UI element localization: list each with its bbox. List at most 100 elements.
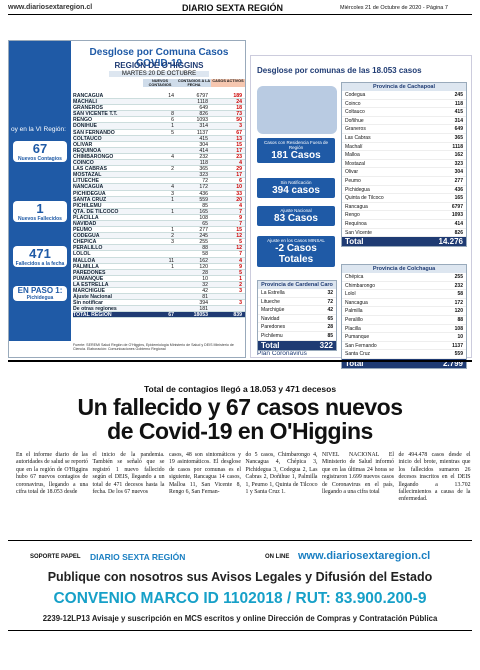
box-value: -2 Casos Totales	[275, 243, 317, 265]
comuna: Chimbarongo	[345, 282, 376, 289]
cases: 304	[454, 169, 463, 176]
map	[257, 86, 337, 134]
cell-total: 649	[199, 105, 208, 111]
box-label: Casos con Residencia Fuera de Región	[263, 140, 329, 150]
cell-total: 1118	[197, 99, 208, 105]
cell-comuna: PICHIDEGUA	[73, 190, 106, 196]
cell-activos: 3	[239, 300, 242, 306]
cell-nuevos: 11	[168, 257, 174, 263]
province-row: Pichilemu 85	[258, 332, 336, 341]
column-header: CONTAGIOS A LA FECHA	[177, 79, 211, 87]
cell-comuna: PERALILLO	[73, 245, 103, 251]
cell-nuevos: 1	[171, 208, 174, 214]
cases: 32	[327, 290, 333, 296]
cases: 232	[454, 282, 463, 289]
province-row: Rancagua 6797	[342, 203, 466, 212]
cell-activos: 7	[239, 251, 242, 257]
province-row: San Vicente 826	[342, 229, 466, 238]
cell-activos: 5	[239, 239, 242, 245]
cell-total: 165	[199, 208, 208, 214]
table-row: LA ESTRELLA 32 2	[73, 281, 245, 288]
cell-nuevos	[143, 288, 177, 293]
cell-nuevos	[143, 178, 177, 183]
province-row: Quinta de Tilcoco 165	[342, 194, 466, 203]
cases: 649	[454, 126, 463, 133]
cell-total: 245	[199, 233, 208, 239]
rule	[8, 14, 472, 15]
rule	[8, 360, 472, 362]
cell-total: 58	[202, 251, 208, 257]
stat-value: EN PASO 1:	[17, 286, 63, 295]
cell-nuevos: 2	[171, 233, 174, 239]
cell-activos: 4	[239, 160, 242, 166]
cases: 42	[327, 307, 333, 314]
box-label: Ajuste en los Casos MINSAL	[267, 238, 325, 243]
cell-total: 81	[202, 294, 208, 300]
table-row: Sin notificar 394 3	[73, 300, 245, 307]
province-name: Provincia de Cardenal Caro	[258, 281, 336, 289]
stat-value: 1	[36, 201, 44, 216]
table-header: NUEVOS CONTAGIOS CONTAGIOS A LA FECHA CASO…	[143, 79, 245, 87]
cell-activos: 5	[239, 269, 242, 275]
region: REGIÓN DE O'HIGGINS	[114, 61, 204, 70]
cell-comuna: MOSTAZAL	[73, 172, 102, 178]
table-row: PLACILLA 108 9	[73, 215, 245, 221]
cell-nuevos	[143, 251, 177, 256]
cell-activos: 50	[236, 117, 242, 123]
comuna: Pichilemu	[261, 332, 283, 339]
cases: 1093	[451, 212, 463, 219]
province-row: Mostazal 323	[342, 160, 466, 169]
cell-nuevos	[143, 136, 177, 141]
comuna: Peumo	[345, 177, 361, 184]
cell-nuevos: 6	[171, 117, 174, 123]
cell-comuna: SANTA CRUZ	[73, 196, 107, 202]
cell-total: 162	[199, 257, 208, 263]
comuna: Coinco	[345, 100, 361, 107]
cell-comuna: RANCAGUA	[73, 93, 104, 99]
cell-activos: 23	[236, 153, 242, 160]
province-row: Chépica 255	[342, 273, 466, 282]
table-row: MACHALI 1118 24	[73, 99, 245, 106]
cell-total: 559	[199, 196, 208, 202]
comuna: Marchigüe	[261, 307, 285, 314]
cell-activos: 73	[236, 111, 242, 117]
cases: 172	[454, 299, 463, 306]
cell-nuevos	[143, 282, 177, 287]
comuna: Peralillo	[345, 316, 363, 323]
cell-nuevos	[143, 294, 177, 299]
table-row: TOTAL REGIÓN 67 18053 839	[73, 312, 245, 319]
cell-total: 18053	[193, 312, 208, 318]
province-row: Coinco 118	[342, 100, 466, 109]
cell-total: 365	[199, 166, 208, 172]
cell-nuevos	[143, 172, 177, 177]
cases: 314	[454, 117, 463, 124]
cell-activos	[211, 294, 245, 299]
stat-bubble: 1 Nuevos Fallecidos	[13, 201, 67, 222]
comuna: La Estrella	[261, 290, 285, 296]
cell-nuevos: 67	[168, 312, 174, 318]
cell-activos: 10	[236, 184, 242, 190]
ad-line2: CONVENIO MARCO ID 1102018 / RUT: 83.900.…	[53, 590, 427, 607]
total-label: Total	[345, 358, 364, 368]
cell-comuna: SAN FERNANDO	[73, 129, 115, 135]
total-label: Total	[345, 237, 364, 247]
province-name: Provincia de Colchagua	[342, 265, 466, 273]
province-row: Codegua 245	[342, 91, 466, 100]
summary-box: Casos con Residencia Fuera de Región 181 …	[257, 138, 335, 163]
ad-line1: Publique con nosotros sus Avisos Legales…	[47, 570, 433, 584]
cell-nuevos: 14	[168, 93, 174, 99]
cell-comuna: PAREDONES	[73, 269, 106, 275]
stat-label: Pichidegua	[26, 295, 54, 301]
stat-label: Nuevos Contagios	[18, 156, 62, 162]
box-value: 394 casos	[272, 185, 320, 196]
cases: 414	[454, 220, 463, 227]
comuna: San Fernando	[345, 342, 377, 349]
province-row: Chimbarongo 232	[342, 282, 466, 291]
table-row: NAVIDAD 65 7	[73, 220, 245, 228]
cell-total: 85	[202, 202, 208, 208]
cell-total: 42	[202, 288, 208, 294]
day: MARTES 20 DE OCTUBRE	[109, 71, 209, 77]
cell-activos: 7	[239, 220, 242, 227]
comuna: San Vicente	[345, 229, 372, 236]
cell-comuna: MARCHIGUE	[73, 288, 105, 294]
